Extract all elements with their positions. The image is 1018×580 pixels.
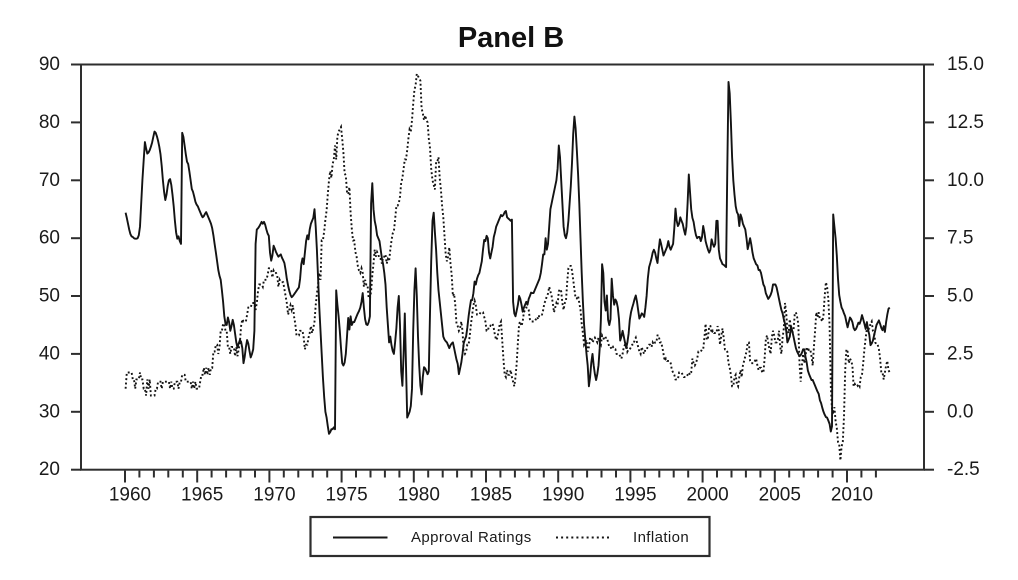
svg-text:0.0: 0.0 [947, 401, 973, 422]
svg-text:1965: 1965 [181, 485, 223, 506]
svg-text:1975: 1975 [325, 485, 367, 506]
svg-text:10.0: 10.0 [947, 170, 984, 191]
svg-text:5.0: 5.0 [947, 286, 973, 307]
svg-text:30: 30 [39, 401, 60, 422]
svg-text:1970: 1970 [253, 485, 295, 506]
svg-text:70: 70 [39, 170, 60, 191]
svg-text:20: 20 [39, 459, 60, 480]
svg-text:2.5: 2.5 [947, 343, 973, 364]
svg-text:1995: 1995 [614, 485, 656, 506]
svg-text:2005: 2005 [759, 485, 801, 506]
svg-text:15.0: 15.0 [947, 54, 984, 75]
svg-text:Panel B: Panel B [458, 22, 564, 54]
svg-text:50: 50 [39, 286, 60, 307]
svg-text:1990: 1990 [542, 485, 584, 506]
svg-text:12.5: 12.5 [947, 112, 984, 133]
svg-text:Approval Ratings: Approval Ratings [411, 529, 532, 546]
svg-text:Inflation: Inflation [633, 529, 689, 546]
svg-text:2010: 2010 [831, 485, 873, 506]
svg-text:1980: 1980 [398, 485, 440, 506]
svg-text:1960: 1960 [109, 485, 151, 506]
svg-text:40: 40 [39, 343, 60, 364]
svg-text:7.5: 7.5 [947, 228, 973, 249]
svg-text:-2.5: -2.5 [947, 459, 980, 480]
svg-text:60: 60 [39, 228, 60, 249]
svg-text:1985: 1985 [470, 485, 512, 506]
svg-text:80: 80 [39, 112, 60, 133]
svg-text:90: 90 [39, 54, 60, 75]
svg-text:2000: 2000 [686, 485, 728, 506]
